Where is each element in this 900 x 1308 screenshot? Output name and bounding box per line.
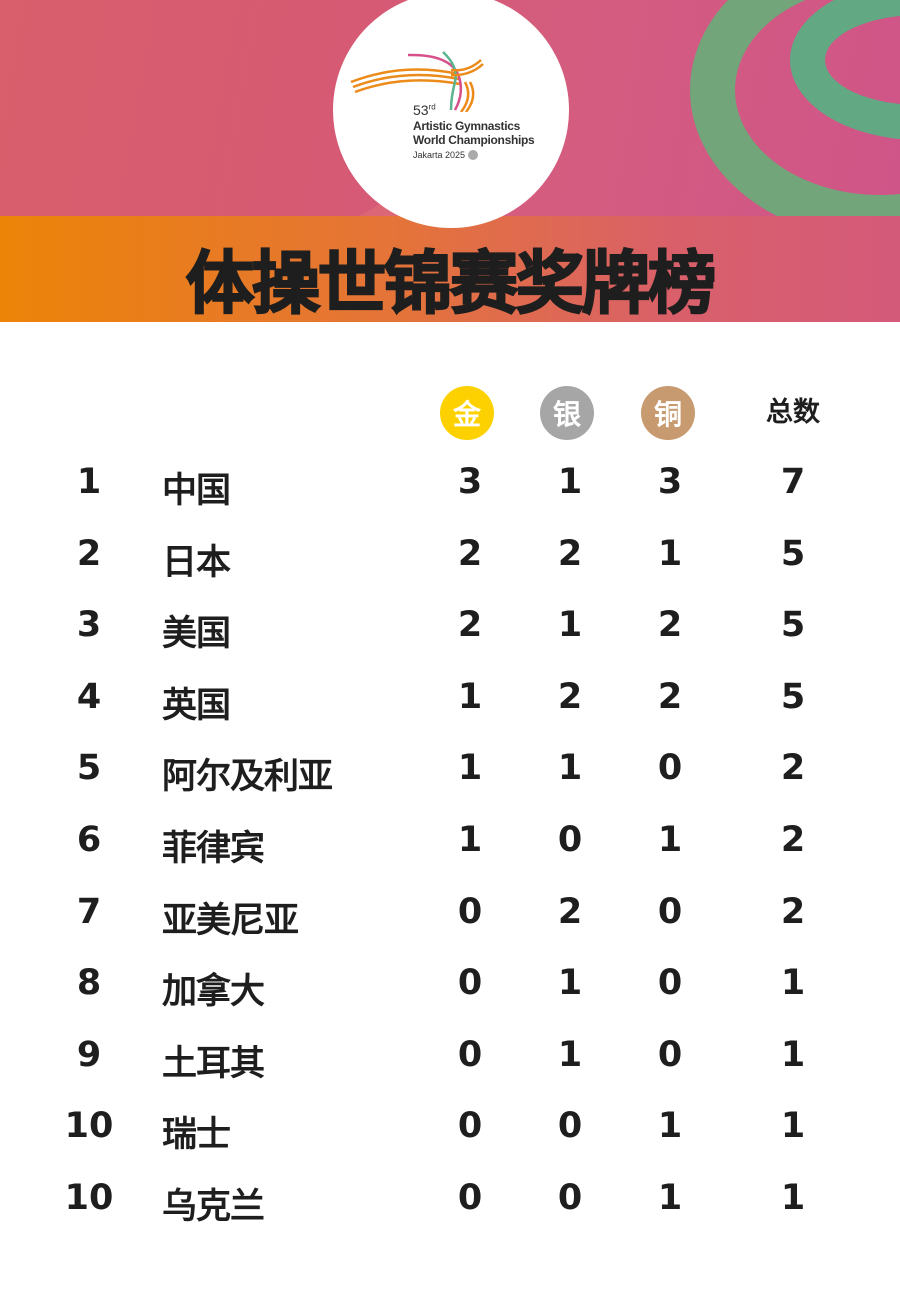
rank-cell: 2 (76, 533, 102, 574)
silver-cell: 2 (557, 533, 583, 574)
seal-icon (467, 150, 478, 161)
silver-cell: 0 (557, 1106, 583, 1147)
rank-cell: 1 (76, 462, 102, 502)
rank-cell: 5 (76, 748, 102, 789)
table-row: 6 菲律宾 1 0 1 2 (0, 820, 900, 880)
table-row: 2 日本 2 2 1 5 (0, 534, 900, 594)
table-row: 5 阿尔及利亚 1 1 0 2 (0, 748, 900, 808)
total-cell: 2 (780, 891, 806, 932)
bronze-cell: 0 (657, 963, 683, 1004)
total-cell: 5 (780, 605, 806, 646)
total-cell: 2 (780, 820, 806, 860)
country-cell: 土耳其 (162, 1043, 265, 1084)
logo-edition-suffix: rd (428, 102, 436, 112)
total-cell: 1 (780, 1106, 806, 1147)
total-cell: 1 (780, 963, 806, 1004)
gold-cell: 2 (457, 605, 483, 646)
table-row: 10 乌克兰 0 0 1 1 (0, 1178, 900, 1238)
total-cell: 1 (780, 1034, 806, 1075)
silver-medal-header: 银 (540, 386, 594, 440)
rank-cell: 6 (76, 820, 102, 860)
page-title: 体操世锦赛奖牌榜 (185, 244, 717, 325)
country-cell: 加拿大 (162, 972, 265, 1013)
rank-cell: 3 (76, 605, 102, 646)
silver-cell: 2 (557, 676, 583, 717)
total-cell: 5 (780, 676, 806, 717)
bronze-cell: 1 (657, 820, 683, 860)
country-cell: 乌克兰 (162, 1187, 265, 1227)
rank-cell: 9 (76, 1034, 102, 1075)
bronze-cell: 0 (657, 748, 683, 789)
silver-cell: 1 (557, 963, 583, 1004)
gold-cell: 0 (457, 1034, 483, 1075)
country-cell: 日本 (162, 542, 231, 583)
logo-edition: 53 (413, 102, 429, 118)
gold-cell: 0 (457, 963, 483, 1004)
championship-logo: 53rd Artistic Gymnastics World Champions… (333, 0, 569, 228)
silver-cell: 1 (557, 605, 583, 646)
table-row: 9 土耳其 0 1 0 1 (0, 1035, 900, 1095)
bronze-cell: 1 (657, 533, 683, 574)
bronze-cell: 2 (657, 605, 683, 646)
table-row: 3 美国 2 1 2 5 (0, 605, 900, 665)
silver-cell: 2 (557, 891, 583, 932)
country-cell: 阿尔及利亚 (162, 757, 333, 798)
bronze-cell: 1 (657, 1106, 683, 1147)
rank-cell: 10 (64, 1106, 114, 1147)
gold-cell: 0 (457, 1178, 483, 1218)
total-cell: 1 (780, 1178, 806, 1218)
ribbon-emblem-icon (350, 51, 484, 112)
table-row: 1 中国 3 1 3 7 (0, 462, 900, 522)
gold-cell: 1 (457, 820, 483, 860)
silver-cell: 0 (557, 820, 583, 860)
country-cell: 亚美尼亚 (162, 900, 299, 941)
silver-cell: 0 (557, 1178, 583, 1218)
total-cell: 7 (780, 462, 806, 502)
rank-cell: 4 (76, 676, 102, 717)
gold-cell: 1 (457, 748, 483, 789)
table-row: 8 加拿大 0 1 0 1 (0, 963, 900, 1023)
gold-cell: 0 (457, 891, 483, 932)
silver-cell: 1 (557, 1034, 583, 1075)
silver-cell: 1 (557, 462, 583, 502)
total-cell: 5 (780, 533, 806, 574)
logo-line1: Artistic Gymnastics (413, 118, 521, 133)
gold-cell: 2 (457, 533, 483, 574)
bronze-cell: 1 (657, 1178, 683, 1218)
country-cell: 美国 (162, 614, 231, 655)
bronze-cell: 2 (657, 676, 683, 717)
gold-cell: 3 (457, 462, 483, 502)
rank-cell: 10 (64, 1178, 114, 1218)
bronze-medal-header: 铜 (641, 386, 695, 440)
logo-city: Jakarta 2025 (413, 149, 466, 160)
country-cell: 菲律宾 (162, 829, 265, 869)
country-cell: 中国 (162, 471, 231, 511)
logo-line2: World Championships (413, 133, 535, 148)
table-row: 7 亚美尼亚 0 2 0 2 (0, 892, 900, 952)
silver-cell: 1 (557, 748, 583, 789)
gold-medal-header: 金 (440, 386, 494, 440)
total-cell: 2 (780, 748, 806, 789)
title-band (0, 216, 900, 322)
gold-cell: 1 (457, 676, 483, 717)
rank-cell: 8 (76, 963, 102, 1004)
gold-cell: 0 (457, 1106, 483, 1147)
rank-cell: 7 (76, 891, 102, 932)
total-header: 总数 (766, 397, 820, 428)
country-cell: 瑞士 (162, 1115, 231, 1156)
country-cell: 英国 (162, 685, 231, 726)
table-row: 10 瑞士 0 0 1 1 (0, 1106, 900, 1166)
bronze-cell: 3 (657, 462, 683, 502)
bronze-cell: 0 (657, 1034, 683, 1075)
table-row: 4 英国 1 2 2 5 (0, 677, 900, 737)
bronze-cell: 0 (657, 891, 683, 932)
